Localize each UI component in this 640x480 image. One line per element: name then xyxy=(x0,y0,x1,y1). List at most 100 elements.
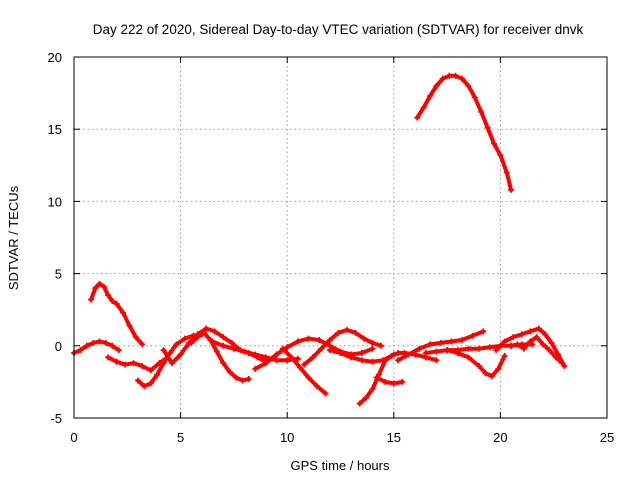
data-point xyxy=(169,360,176,367)
data-point xyxy=(420,104,427,111)
data-point xyxy=(194,334,201,341)
data-point xyxy=(326,337,333,344)
data-point xyxy=(501,352,508,359)
data-point xyxy=(100,283,107,290)
data-point xyxy=(305,374,312,381)
data-point xyxy=(369,386,376,393)
series-arc-13 xyxy=(373,374,406,387)
data-point xyxy=(105,354,112,361)
series-trace xyxy=(302,327,384,367)
data-point xyxy=(181,335,188,342)
data-point xyxy=(88,296,95,303)
data-point xyxy=(120,309,127,316)
data-point xyxy=(510,334,517,341)
data-point xyxy=(399,378,406,385)
data-point xyxy=(284,357,291,364)
data-point xyxy=(480,328,487,335)
data-point xyxy=(358,350,365,357)
data-point xyxy=(369,358,376,365)
data-point xyxy=(390,380,397,387)
axis-ticks: 0 5 10 15 20 25 -5 0 5 10 15 20 xyxy=(48,50,615,445)
data-point xyxy=(373,374,380,381)
data-point xyxy=(503,169,510,176)
plot-frame xyxy=(73,56,608,419)
series-arc-3 xyxy=(105,354,169,374)
data-point xyxy=(134,377,141,384)
data-point xyxy=(126,322,133,329)
data-point xyxy=(356,400,363,407)
data-point xyxy=(139,341,146,348)
data-point xyxy=(252,351,259,358)
series-arc-9 xyxy=(279,345,329,397)
data-point xyxy=(228,339,235,346)
data-point xyxy=(211,328,218,335)
data-point xyxy=(113,358,120,365)
data-point xyxy=(476,363,483,370)
data-point xyxy=(160,360,167,367)
y-tick-label: 0 xyxy=(55,339,62,354)
data-point xyxy=(508,186,515,193)
data-point xyxy=(488,373,495,380)
data-point xyxy=(427,341,434,348)
data-point xyxy=(459,75,466,82)
data-point xyxy=(378,342,385,349)
data-point xyxy=(209,338,216,345)
data-point xyxy=(552,354,559,361)
data-point xyxy=(113,300,120,307)
data-point xyxy=(527,328,534,335)
data-point xyxy=(395,350,402,357)
data-point xyxy=(262,360,269,367)
data-point xyxy=(130,360,137,367)
data-point xyxy=(262,354,269,361)
data-point xyxy=(363,394,370,401)
data-point xyxy=(454,350,461,357)
data-point xyxy=(437,339,444,346)
data-point xyxy=(173,341,180,348)
series-arc-1 xyxy=(71,338,122,357)
grid-lines xyxy=(74,57,607,418)
data-point xyxy=(348,354,355,361)
series-trace xyxy=(494,326,567,369)
data-point xyxy=(279,345,286,352)
data-point xyxy=(309,354,316,361)
chart-title: Day 222 of 2020, Sidereal Day-to-day VTE… xyxy=(93,22,584,37)
series-arc-17 xyxy=(493,325,568,370)
data-point xyxy=(96,280,103,287)
data-point xyxy=(484,124,491,131)
y-tick-label: 15 xyxy=(48,122,62,137)
data-point xyxy=(141,383,148,390)
data-point xyxy=(542,331,549,338)
data-point xyxy=(358,357,365,364)
data-point xyxy=(382,357,389,364)
data-point xyxy=(482,370,489,377)
series-arc-16 xyxy=(444,347,508,380)
series-arc-7 xyxy=(209,338,301,364)
data-point xyxy=(533,334,540,341)
data-point xyxy=(352,329,359,336)
data-point xyxy=(294,338,301,345)
data-point xyxy=(369,339,376,346)
series-trace xyxy=(374,375,405,386)
data-point xyxy=(465,345,472,352)
data-point xyxy=(433,357,440,364)
data-point xyxy=(273,351,280,358)
y-tick-label: -5 xyxy=(50,411,62,426)
data-point xyxy=(360,335,367,342)
data-point xyxy=(241,348,248,355)
data-point xyxy=(139,363,146,370)
data-point xyxy=(382,378,389,385)
data-point xyxy=(96,338,103,345)
data-point xyxy=(288,354,295,361)
series-trace xyxy=(415,73,514,192)
y-tick-label: 10 xyxy=(48,194,62,209)
data-point xyxy=(465,354,472,361)
data-point xyxy=(230,345,237,352)
data-point xyxy=(220,360,227,367)
data-point xyxy=(147,367,154,374)
data-point xyxy=(335,329,342,336)
series-arc-19 xyxy=(414,72,515,193)
data-point xyxy=(514,341,521,348)
data-point xyxy=(465,82,472,89)
data-point xyxy=(337,350,344,357)
data-point xyxy=(405,351,412,358)
